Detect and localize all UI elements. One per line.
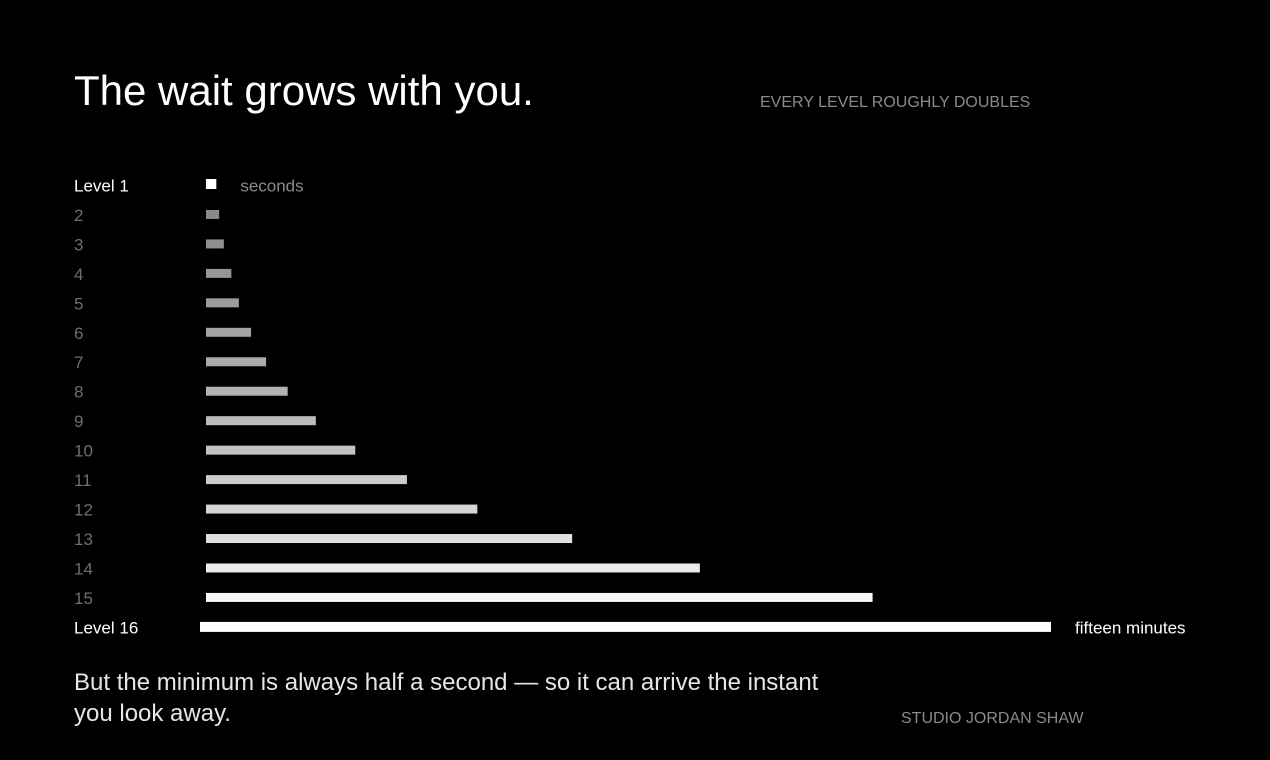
y-tick-label: 14 bbox=[74, 559, 93, 578]
bar bbox=[206, 475, 407, 485]
bar bbox=[206, 445, 356, 455]
bar bbox=[206, 504, 478, 514]
annotation: fifteen minutes bbox=[1075, 618, 1186, 637]
annotation: seconds bbox=[240, 176, 303, 195]
y-tick-label: 5 bbox=[74, 294, 83, 313]
bar bbox=[206, 298, 239, 308]
bar bbox=[206, 239, 224, 249]
bar bbox=[206, 357, 267, 367]
y-tick-label: 2 bbox=[74, 206, 83, 225]
y-tick-label: Level 16 bbox=[74, 618, 138, 637]
bar bbox=[200, 621, 1051, 632]
bar bbox=[206, 268, 232, 278]
y-tick-label: 7 bbox=[74, 353, 83, 372]
y-tick-label: 8 bbox=[74, 383, 83, 402]
y-tick-label: 3 bbox=[74, 235, 83, 254]
footnote: But the minimum is always half a second … bbox=[74, 669, 819, 727]
chart-subtitle: EVERY LEVEL ROUGHLY DOUBLES bbox=[760, 94, 1030, 111]
y-tick-label: 11 bbox=[74, 471, 92, 490]
bar bbox=[206, 386, 288, 396]
y-tick-label: 12 bbox=[74, 501, 93, 520]
bar bbox=[206, 209, 220, 219]
chart-title: The wait grows with you. bbox=[74, 67, 534, 114]
y-tick-label: 9 bbox=[74, 412, 83, 431]
bar bbox=[206, 592, 873, 602]
bar bbox=[206, 563, 700, 573]
bar bbox=[206, 416, 316, 426]
credit: STUDIO JORDAN SHAW bbox=[901, 710, 1084, 727]
y-tick-label: 13 bbox=[74, 530, 93, 549]
bar bbox=[206, 179, 217, 189]
y-tick-label: 4 bbox=[74, 265, 83, 284]
bar bbox=[206, 534, 573, 544]
y-tick-label: Level 1 bbox=[74, 176, 129, 195]
y-tick-label: 10 bbox=[74, 442, 93, 461]
bar bbox=[206, 327, 252, 337]
y-tick-label: 6 bbox=[74, 324, 83, 343]
y-tick-label: 15 bbox=[74, 589, 93, 608]
